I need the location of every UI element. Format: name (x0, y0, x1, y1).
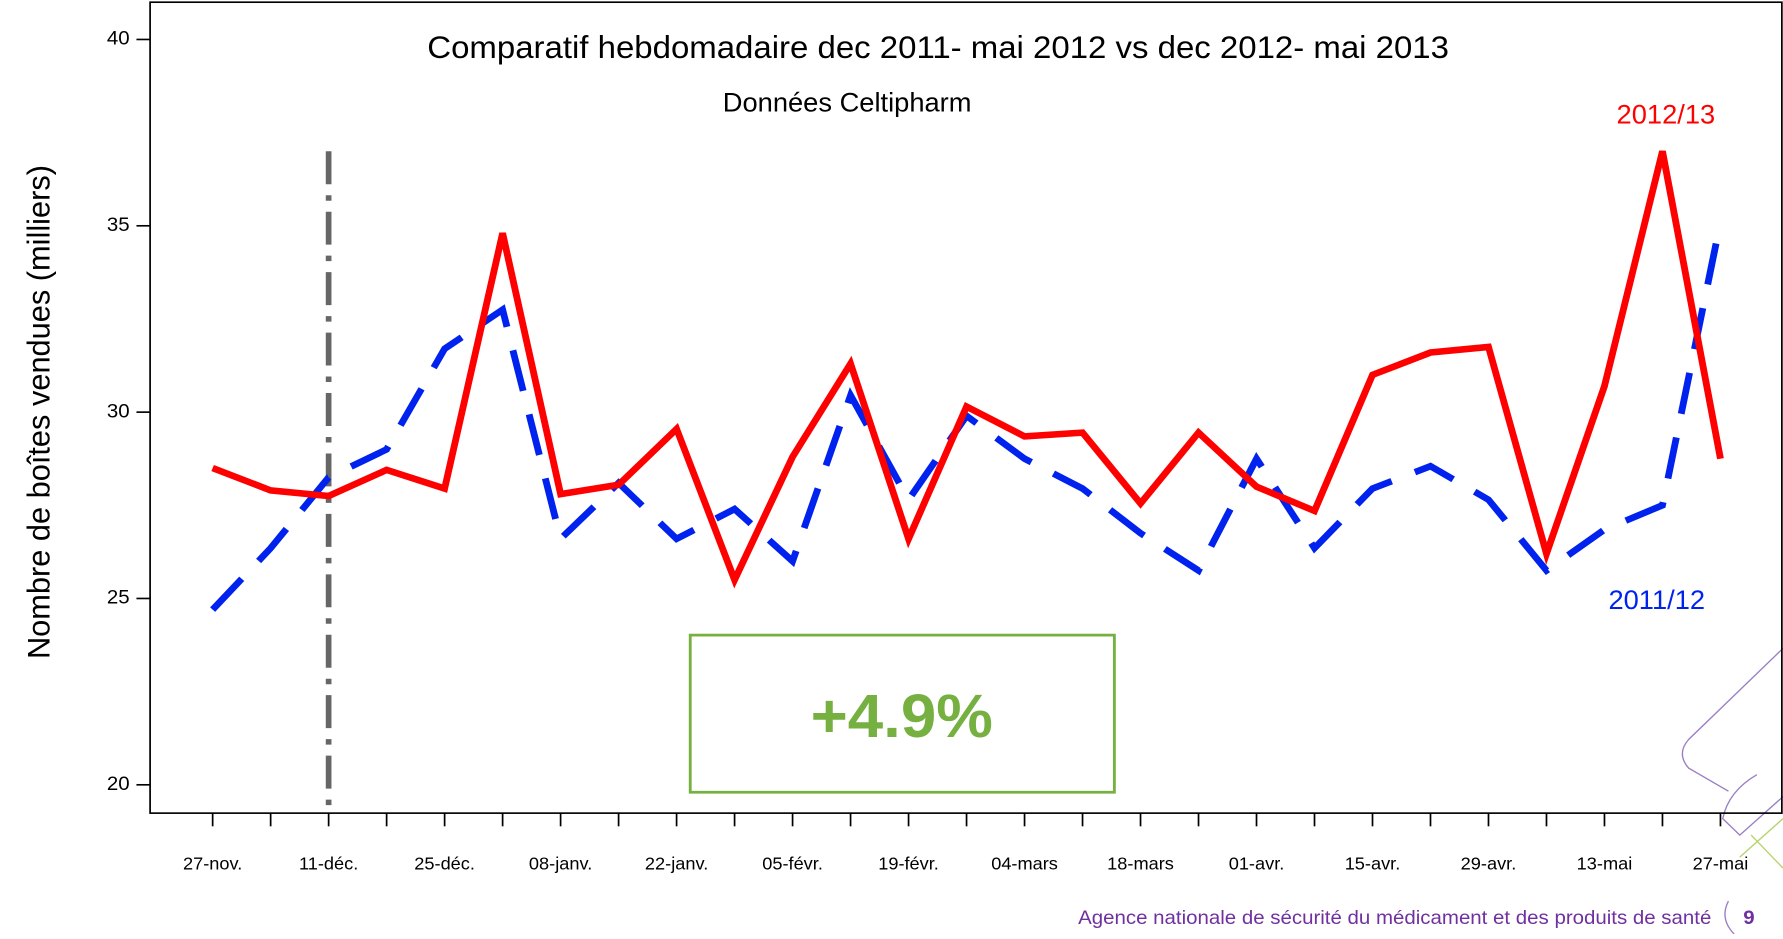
y-tick-label: 20 (107, 773, 130, 795)
series-line (211, 150, 1724, 589)
decoration (1739, 818, 1783, 869)
y-tick-label: 25 (107, 587, 130, 609)
x-tick-label: 27-nov. (183, 854, 242, 874)
y-axis-title: Nombre de boîtes vendues (milliers) (21, 165, 57, 659)
y-tick-label: 35 (107, 214, 130, 236)
x-tick-label: 13-mai (1577, 854, 1633, 874)
chart-subtitle: Données Celtipharm (723, 88, 972, 117)
series-label: 2011/12 (1608, 586, 1705, 615)
annotation-box (688, 633, 1116, 794)
decoration (1681, 647, 1783, 935)
x-tick-label: 19-févr. (878, 854, 939, 874)
x-tick-label: 22-janv. (645, 854, 708, 874)
footer: Agence nationale de sécurité du médicame… (1078, 907, 1711, 929)
series-label: 2012/13 (1617, 100, 1716, 129)
x-tick-label: 29-avr. (1461, 854, 1517, 874)
annotation: +4.9% (811, 682, 993, 751)
y-tick-label: 40 (107, 28, 130, 50)
x-tick-label: 04-mars (991, 854, 1058, 874)
x-tick-label: 27-mai (1693, 854, 1749, 874)
series-line (210, 221, 1724, 612)
x-tick-label: 15-avr. (1345, 854, 1401, 874)
page-number: 9 (1743, 907, 1754, 929)
x-tick-label: 18-mars (1107, 854, 1174, 874)
x-tick-label: 11-déc. (299, 854, 358, 874)
y-tick-label: 30 (107, 401, 130, 423)
x-tick-label: 08-janv. (529, 854, 592, 874)
chart-title: Comparatif hebdomadaire dec 2011- mai 20… (427, 29, 1449, 64)
x-tick-label: 01-avr. (1229, 854, 1285, 874)
x-tick-label: 25-déc. (414, 854, 475, 874)
x-tick-label: 05-févr. (762, 854, 823, 874)
